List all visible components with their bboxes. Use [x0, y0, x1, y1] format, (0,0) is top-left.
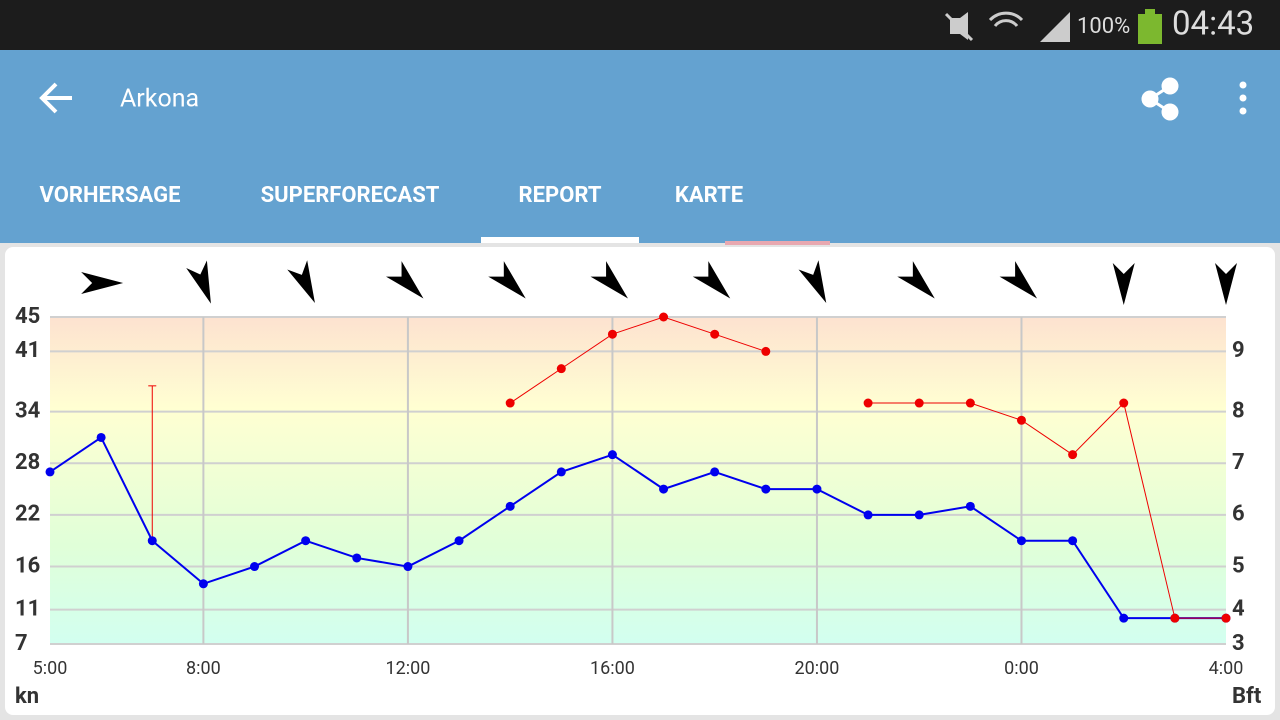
tab-indicator — [481, 237, 639, 243]
y2-tick-label: 8 — [1232, 398, 1245, 423]
tab[interactable]: SUPERFORECAST — [261, 183, 440, 208]
data-point — [1068, 450, 1078, 460]
wind-arrow — [287, 260, 315, 303]
data-point — [454, 536, 464, 546]
data-point — [96, 432, 106, 442]
data-point — [556, 364, 566, 374]
y-tick-label: 16 — [15, 553, 40, 578]
data-point — [863, 398, 873, 408]
data-point — [352, 553, 362, 563]
data-point — [1068, 536, 1078, 546]
data-point — [1016, 415, 1026, 425]
data-point — [659, 312, 669, 322]
data-point — [1221, 613, 1231, 623]
x-tick-label: 0:00 — [1004, 658, 1039, 679]
y2-tick-label: 7 — [1232, 450, 1245, 475]
chart: 45 41 9 34 8 28 7 22 6 16 5 11 4 7 3 5:00 8:00 12:00 16:00… — [15, 260, 1262, 709]
data-point — [556, 467, 566, 477]
data-point — [1119, 398, 1129, 408]
app-title: Arkona — [120, 85, 199, 114]
data-point — [301, 536, 311, 546]
data-point — [147, 536, 157, 546]
y2-tick-label: 3 — [1232, 631, 1245, 656]
data-point — [1119, 613, 1129, 623]
battery-percent: 100% — [1077, 14, 1130, 39]
series-line — [509, 316, 766, 404]
y2-tick-label: 9 — [1232, 338, 1245, 363]
data-point — [863, 510, 873, 520]
tab[interactable]: VORHERSAGE — [39, 183, 180, 208]
data-point — [710, 467, 720, 477]
data-point — [761, 484, 771, 494]
y-tick-label: 45 — [15, 304, 40, 329]
data-point — [45, 467, 55, 477]
data-point — [403, 562, 413, 572]
y2-tick-label: 5 — [1232, 553, 1245, 578]
wind-arrow — [186, 260, 211, 304]
overflow-menu[interactable] — [1239, 81, 1247, 115]
y-axis-unit: kn — [15, 684, 39, 709]
y-tick-label: 22 — [15, 502, 40, 527]
data-point — [505, 501, 515, 511]
data-point — [659, 484, 669, 494]
wind-arrow — [692, 261, 731, 299]
data-point — [198, 579, 208, 589]
y-tick-label: 41 — [15, 338, 40, 363]
tab[interactable]: REPORT — [519, 183, 602, 208]
data-point — [1170, 613, 1180, 623]
y-tick-label: 34 — [15, 398, 41, 423]
data-point — [914, 398, 924, 408]
plot-background — [50, 317, 1226, 644]
series-line — [868, 402, 1226, 619]
app-bar — [0, 50, 1280, 243]
wind-arrow — [798, 260, 827, 303]
series-line — [49, 436, 1226, 620]
x-tick-label: 12:00 — [385, 658, 430, 679]
data-point — [965, 501, 975, 511]
data-point — [812, 484, 822, 494]
clock: 04:43 — [1172, 5, 1254, 44]
y-tick-label: 28 — [15, 450, 40, 475]
y-tick-label: 11 — [15, 596, 40, 621]
wind-arrow — [81, 272, 124, 294]
wind-arrow — [1215, 263, 1237, 305]
data-point — [965, 398, 975, 408]
data-point — [914, 510, 924, 520]
back-button[interactable] — [39, 82, 72, 114]
x-tick-label: 20:00 — [795, 658, 840, 679]
tab[interactable]: KARTE — [675, 183, 743, 208]
wind-arrow — [488, 261, 526, 299]
y2-axis-unit: Bft — [1232, 684, 1262, 709]
wind-arrow — [590, 261, 628, 299]
y2-tick-label: 6 — [1232, 502, 1245, 527]
data-point — [250, 562, 260, 572]
status-icons — [944, 9, 1162, 44]
data-point — [761, 346, 771, 356]
data-point — [710, 329, 720, 339]
wind-arrow — [897, 261, 935, 299]
share-button[interactable] — [1141, 77, 1179, 121]
wind-arrow — [1112, 263, 1135, 305]
x-tick-label: 8:00 — [186, 658, 221, 679]
y2-tick-label: 4 — [1232, 596, 1245, 621]
data-point — [607, 450, 617, 460]
data-point — [505, 398, 515, 408]
wind-arrow — [385, 261, 424, 299]
y-tick-label: 7 — [15, 631, 28, 656]
x-tick-label: 5:00 — [33, 658, 68, 679]
tab-indicator-shadow — [725, 241, 830, 245]
data-point — [607, 329, 617, 339]
wind-arrow — [999, 261, 1038, 299]
x-tick-label: 4:00 — [1209, 658, 1244, 679]
x-tick-label: 16:00 — [590, 658, 635, 679]
tabs: VORHERSAGE SUPERFORECAST REPORT KARTE — [39, 183, 743, 243]
data-point — [1016, 536, 1026, 546]
